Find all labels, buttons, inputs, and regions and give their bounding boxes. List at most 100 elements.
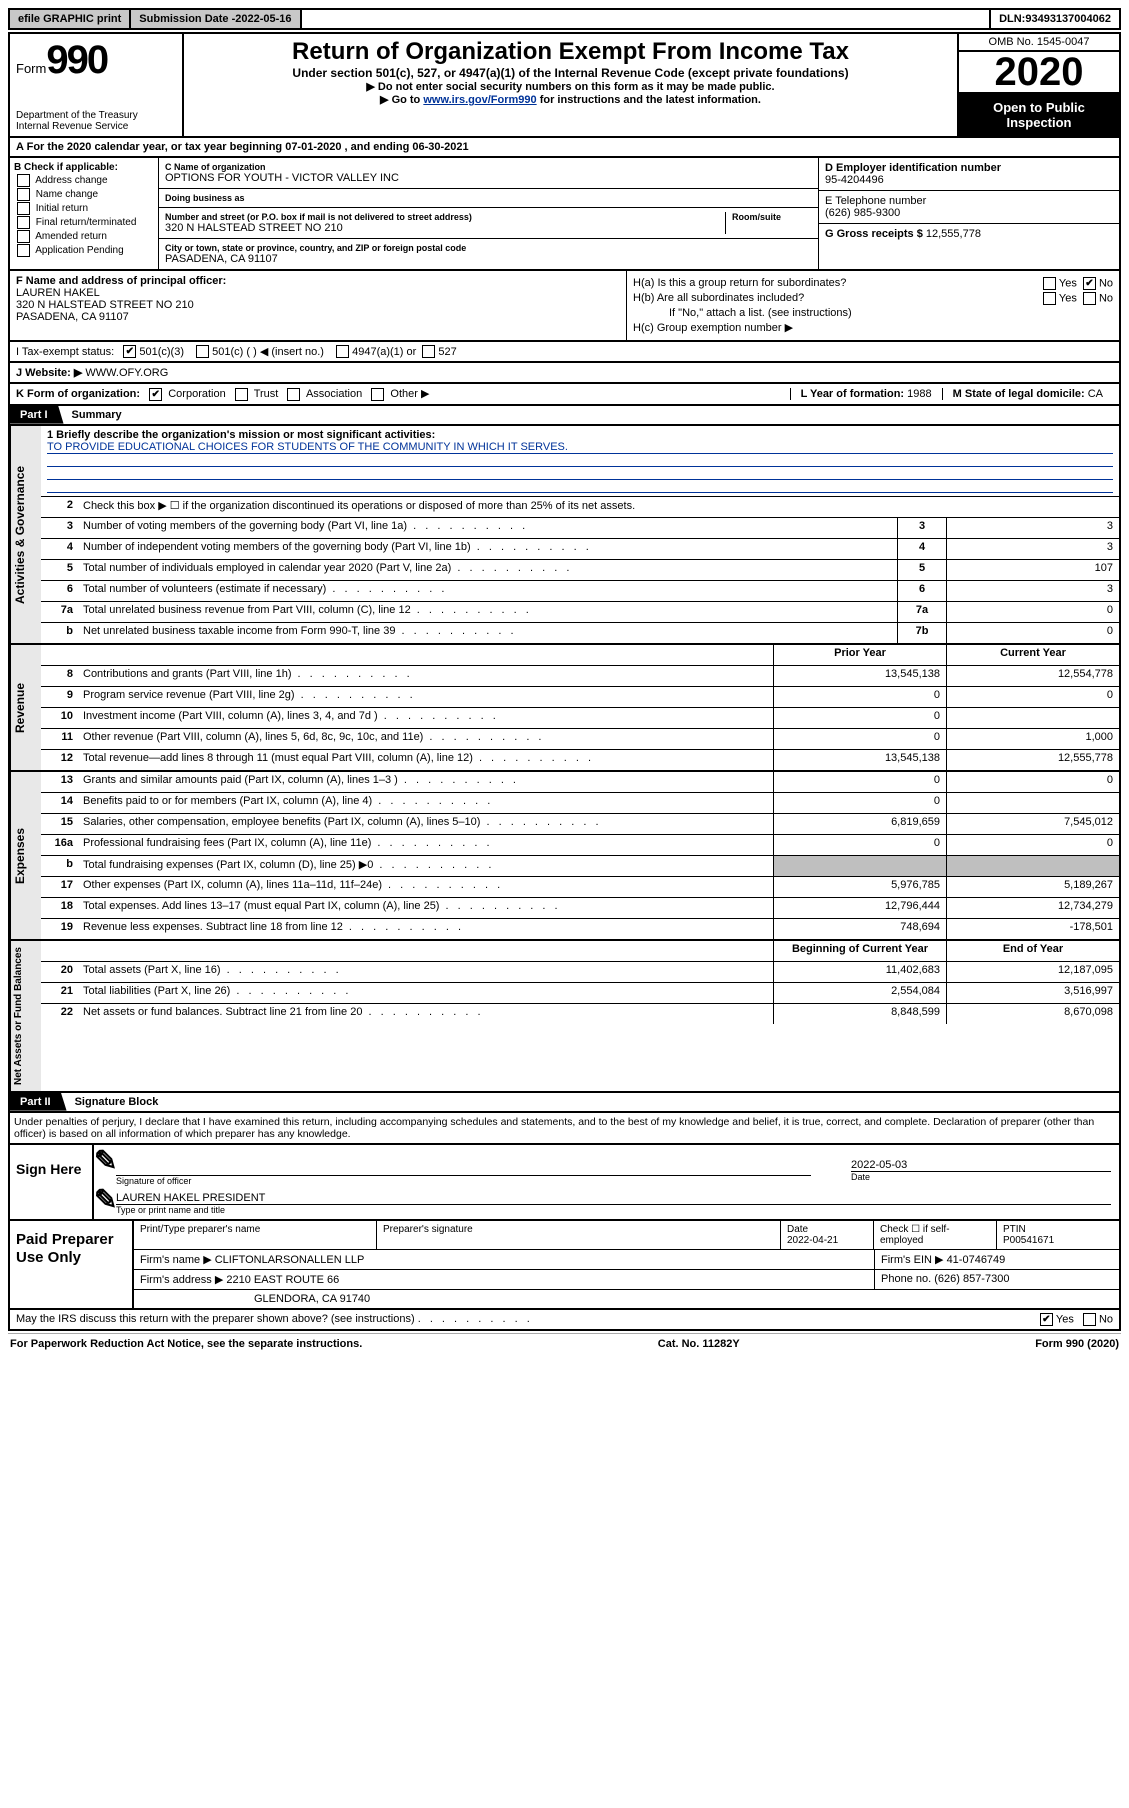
row-desc: Salaries, other compensation, employee b… <box>79 814 773 834</box>
cell-curr: 12,555,778 <box>946 750 1119 770</box>
discuss-no[interactable] <box>1083 1313 1096 1326</box>
i-c4: 527 <box>438 346 456 358</box>
cell-prior: 0 <box>773 772 946 792</box>
preparer-block: Paid Preparer Use Only Print/Type prepar… <box>8 1221 1121 1310</box>
form-word: Form <box>16 61 46 76</box>
discuss-yes[interactable] <box>1040 1313 1053 1326</box>
row-num: 14 <box>41 793 79 813</box>
chk-name-change[interactable] <box>17 188 30 201</box>
row-box-num: 6 <box>897 581 946 601</box>
e-label: E Telephone number <box>825 195 1113 207</box>
n2: 2 <box>41 497 79 517</box>
row-klm: K Form of organization: Corporation Trus… <box>8 384 1121 406</box>
hdr-prior: Prior Year <box>773 645 946 665</box>
summary-row: 8 Contributions and grants (Part VIII, l… <box>41 666 1119 687</box>
row-box-num: 4 <box>897 539 946 559</box>
subdate-label: Submission Date - <box>139 13 235 25</box>
summary-row: 17 Other expenses (Part IX, column (A), … <box>41 877 1119 898</box>
row-desc: Total expenses. Add lines 13–17 (must eq… <box>79 898 773 918</box>
opt-2: Initial return <box>36 203 88 214</box>
l1-val: TO PROVIDE EDUCATIONAL CHOICES FOR STUDE… <box>47 441 1113 454</box>
j-val: WWW.OFY.ORG <box>85 367 168 379</box>
hb-yes[interactable] <box>1043 292 1056 305</box>
i-label: I Tax-exempt status: <box>16 346 114 358</box>
summary-expenses: Expenses 13 Grants and similar amounts p… <box>8 772 1121 941</box>
k-assoc[interactable] <box>287 388 300 401</box>
m-label: M State of legal domicile: <box>953 388 1088 400</box>
cell-prior: 11,402,683 <box>773 962 946 982</box>
i-527[interactable] <box>422 345 435 358</box>
row-desc: Program service revenue (Part VIII, line… <box>79 687 773 707</box>
chk-final-return[interactable] <box>17 216 30 229</box>
dln-label: DLN: <box>999 13 1025 25</box>
chk-application-pending[interactable] <box>17 244 30 257</box>
cell-prior: 748,694 <box>773 919 946 939</box>
row-desc: Total assets (Part X, line 16) <box>79 962 773 982</box>
row-box-num: 7a <box>897 602 946 622</box>
c-city-label: City or town, state or province, country… <box>165 243 812 253</box>
title-block: Return of Organization Exempt From Incom… <box>184 34 959 136</box>
ein-label: Firm's EIN ▶ <box>881 1254 947 1266</box>
ptin-label: PTIN <box>1003 1224 1026 1235</box>
row-val: 107 <box>946 560 1119 580</box>
hb-no[interactable] <box>1083 292 1096 305</box>
row-num: 18 <box>41 898 79 918</box>
col-f: F Name and address of principal officer:… <box>10 271 627 340</box>
summary-row: 15 Salaries, other compensation, employe… <box>41 814 1119 835</box>
i-c1: 501(c)(3) <box>139 346 184 358</box>
hc-label: H(c) Group exemption number ▶ <box>633 321 793 334</box>
summary-row: 5 Total number of individuals employed i… <box>41 560 1119 581</box>
footer-left: For Paperwork Reduction Act Notice, see … <box>10 1338 362 1350</box>
summary-row: 11 Other revenue (Part VIII, column (A),… <box>41 729 1119 750</box>
part1-title: Summary <box>64 409 122 421</box>
hdr-end: End of Year <box>946 941 1119 961</box>
section-b-c-d: B Check if applicable: Address change Na… <box>8 158 1121 271</box>
i-4947[interactable] <box>336 345 349 358</box>
l1-blank2 <box>47 467 1113 480</box>
f-addr2: PASADENA, CA 91107 <box>16 311 620 323</box>
open-inspection: Open to Public Inspection <box>959 94 1119 136</box>
prep-check: Check ☐ if self-employed <box>874 1221 997 1249</box>
chk-initial-return[interactable] <box>17 202 30 215</box>
cell-curr: 12,734,279 <box>946 898 1119 918</box>
sign-name-label: Type or print name and title <box>116 1204 1111 1215</box>
row-num: 20 <box>41 962 79 982</box>
row-box-num: 3 <box>897 518 946 538</box>
row-num: 13 <box>41 772 79 792</box>
cell-curr: 12,187,095 <box>946 962 1119 982</box>
chk-address-change[interactable] <box>17 174 30 187</box>
row-num: 4 <box>41 539 79 559</box>
row-box-num: 5 <box>897 560 946 580</box>
dln-val: 93493137004062 <box>1025 13 1111 25</box>
hdr-curr: Current Year <box>946 645 1119 665</box>
l1-label: 1 Briefly describe the organization's mi… <box>47 429 435 441</box>
footer-right: Form 990 (2020) <box>1035 1338 1119 1350</box>
chk-amended-return[interactable] <box>17 230 30 243</box>
m-val: CA <box>1088 388 1103 400</box>
form-title: Return of Organization Exempt From Incom… <box>190 38 951 66</box>
top-bar: efile GRAPHIC print Submission Date - 20… <box>8 8 1121 30</box>
sig-officer-label: Signature of officer <box>116 1175 811 1186</box>
row-val: 0 <box>946 623 1119 643</box>
summary-row: 12 Total revenue—add lines 8 through 11 … <box>41 750 1119 770</box>
k-corp[interactable] <box>149 388 162 401</box>
irs-link[interactable]: www.irs.gov/Form990 <box>423 94 536 106</box>
discuss-text: May the IRS discuss this return with the… <box>16 1313 415 1325</box>
hp-sig: Preparer's signature <box>377 1221 781 1249</box>
row-num: 10 <box>41 708 79 728</box>
c-name-val: OPTIONS FOR YOUTH - VICTOR VALLEY INC <box>165 172 812 184</box>
k-trust[interactable] <box>235 388 248 401</box>
summary-row: 6 Total number of volunteers (estimate i… <box>41 581 1119 602</box>
efile-print-button[interactable]: efile GRAPHIC print <box>10 10 131 28</box>
c-city-val: PASADENA, CA 91107 <box>165 253 812 265</box>
i-501c3[interactable] <box>123 345 136 358</box>
row-desc: Other expenses (Part IX, column (A), lin… <box>79 877 773 897</box>
cell-curr: -178,501 <box>946 919 1119 939</box>
ha-yes[interactable] <box>1043 277 1056 290</box>
cell-grey <box>773 856 946 876</box>
k-other[interactable] <box>371 388 384 401</box>
ha-no[interactable] <box>1083 277 1096 290</box>
i-501c[interactable] <box>196 345 209 358</box>
summary-row: 4 Number of independent voting members o… <box>41 539 1119 560</box>
sign-date-label: Date <box>851 1171 1111 1182</box>
